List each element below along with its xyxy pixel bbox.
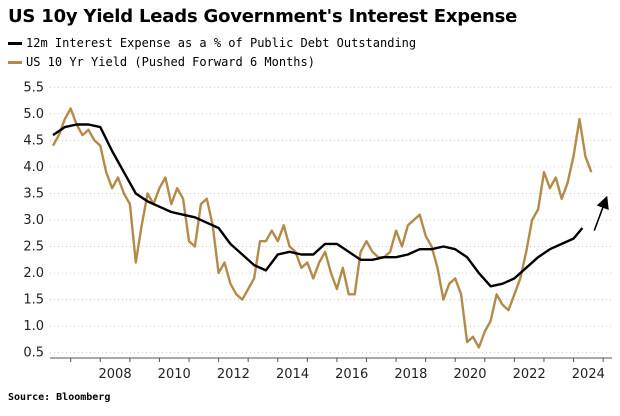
y-tick-label: 5.5: [23, 80, 44, 95]
x-tick-label: 2024: [572, 367, 605, 382]
legend-swatch-expense: [8, 41, 22, 45]
x-tick-label: 2012: [217, 367, 250, 382]
y-tick-label: 1.5: [23, 293, 44, 308]
series-line-interest-expense: [52, 123, 584, 288]
y-tick-label: 5.0: [23, 107, 44, 122]
x-tick-label: 2018: [394, 367, 427, 382]
chart-title: US 10y Yield Leads Government's Interest…: [8, 6, 518, 27]
legend-label-expense: 12m Interest Expense as a % of Public De…: [26, 36, 417, 50]
y-tick-label: 2.0: [23, 266, 44, 281]
source-note: Source: Bloomberg: [8, 392, 111, 403]
x-tick-label: 2014: [276, 367, 309, 382]
legend-item-expense: 12m Interest Expense as a % of Public De…: [8, 36, 416, 50]
trend-arrow-annotation: [593, 195, 609, 231]
y-tick-label: 4.0: [23, 160, 44, 175]
y-tick-label: 0.5: [23, 346, 44, 361]
y-tick-label: 1.0: [23, 319, 44, 334]
x-tick-label: 2010: [158, 367, 191, 382]
legend-swatch-yield: [8, 60, 22, 64]
x-tick-label: 2022: [513, 367, 546, 382]
series-line-10y-yield: [51, 107, 593, 349]
x-tick-label: 2008: [99, 367, 132, 382]
y-tick-label: 2.5: [23, 240, 44, 255]
y-tick-label: 4.5: [23, 133, 44, 148]
line-chart: 0.5 1.0 1.5 2.0 2.5 3.0 3.5 4.0 4.5 5.0 5.5 2008 201…: [23, 80, 612, 382]
legend-label-yield: US 10 Yr Yield (Pushed Forward 6 Months): [26, 55, 315, 69]
legend-item-yield: US 10 Yr Yield (Pushed Forward 6 Months): [8, 55, 315, 69]
y-tick-label: 3.5: [23, 186, 44, 201]
y-tick-label: 3.0: [23, 213, 44, 228]
x-tick-label: 2016: [335, 367, 368, 382]
x-tick-label: 2020: [453, 367, 486, 382]
